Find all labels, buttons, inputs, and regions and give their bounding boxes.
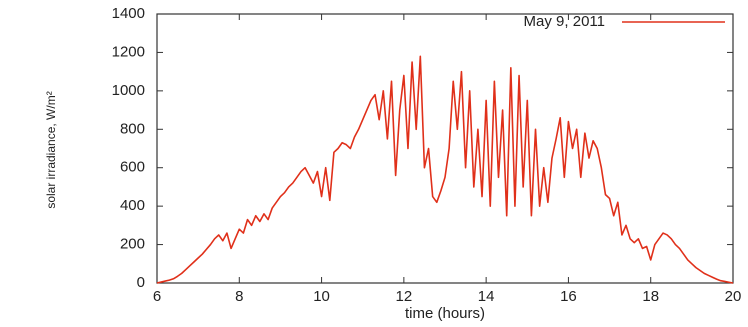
legend-label: May 9, 2011 [524,13,605,30]
y-tick-label: 1400 [112,5,145,22]
y-tick-label: 400 [120,197,145,214]
y-tick-label: 1200 [112,43,145,60]
x-axis-label: time (hours) [405,305,485,322]
data-line [156,55,734,284]
x-tick-label: 10 [313,288,330,305]
x-tick-label: 14 [478,288,495,305]
y-tick-label: 1000 [112,82,145,99]
y-tick-label: 800 [120,120,145,137]
y-tick-label: 600 [120,159,145,176]
x-tick-label: 12 [396,288,413,305]
y-tick-label: 200 [120,236,145,253]
x-tick-label: 16 [560,288,577,305]
y-tick-label: 0 [137,274,145,291]
x-tick-label: 20 [725,288,742,305]
x-tick-label: 18 [642,288,659,305]
x-tick-label: 6 [153,288,161,305]
y-axis-label: solar irradiance, W/m² [44,91,58,208]
plot-frame [156,13,734,284]
x-tick-label: 8 [235,288,243,305]
